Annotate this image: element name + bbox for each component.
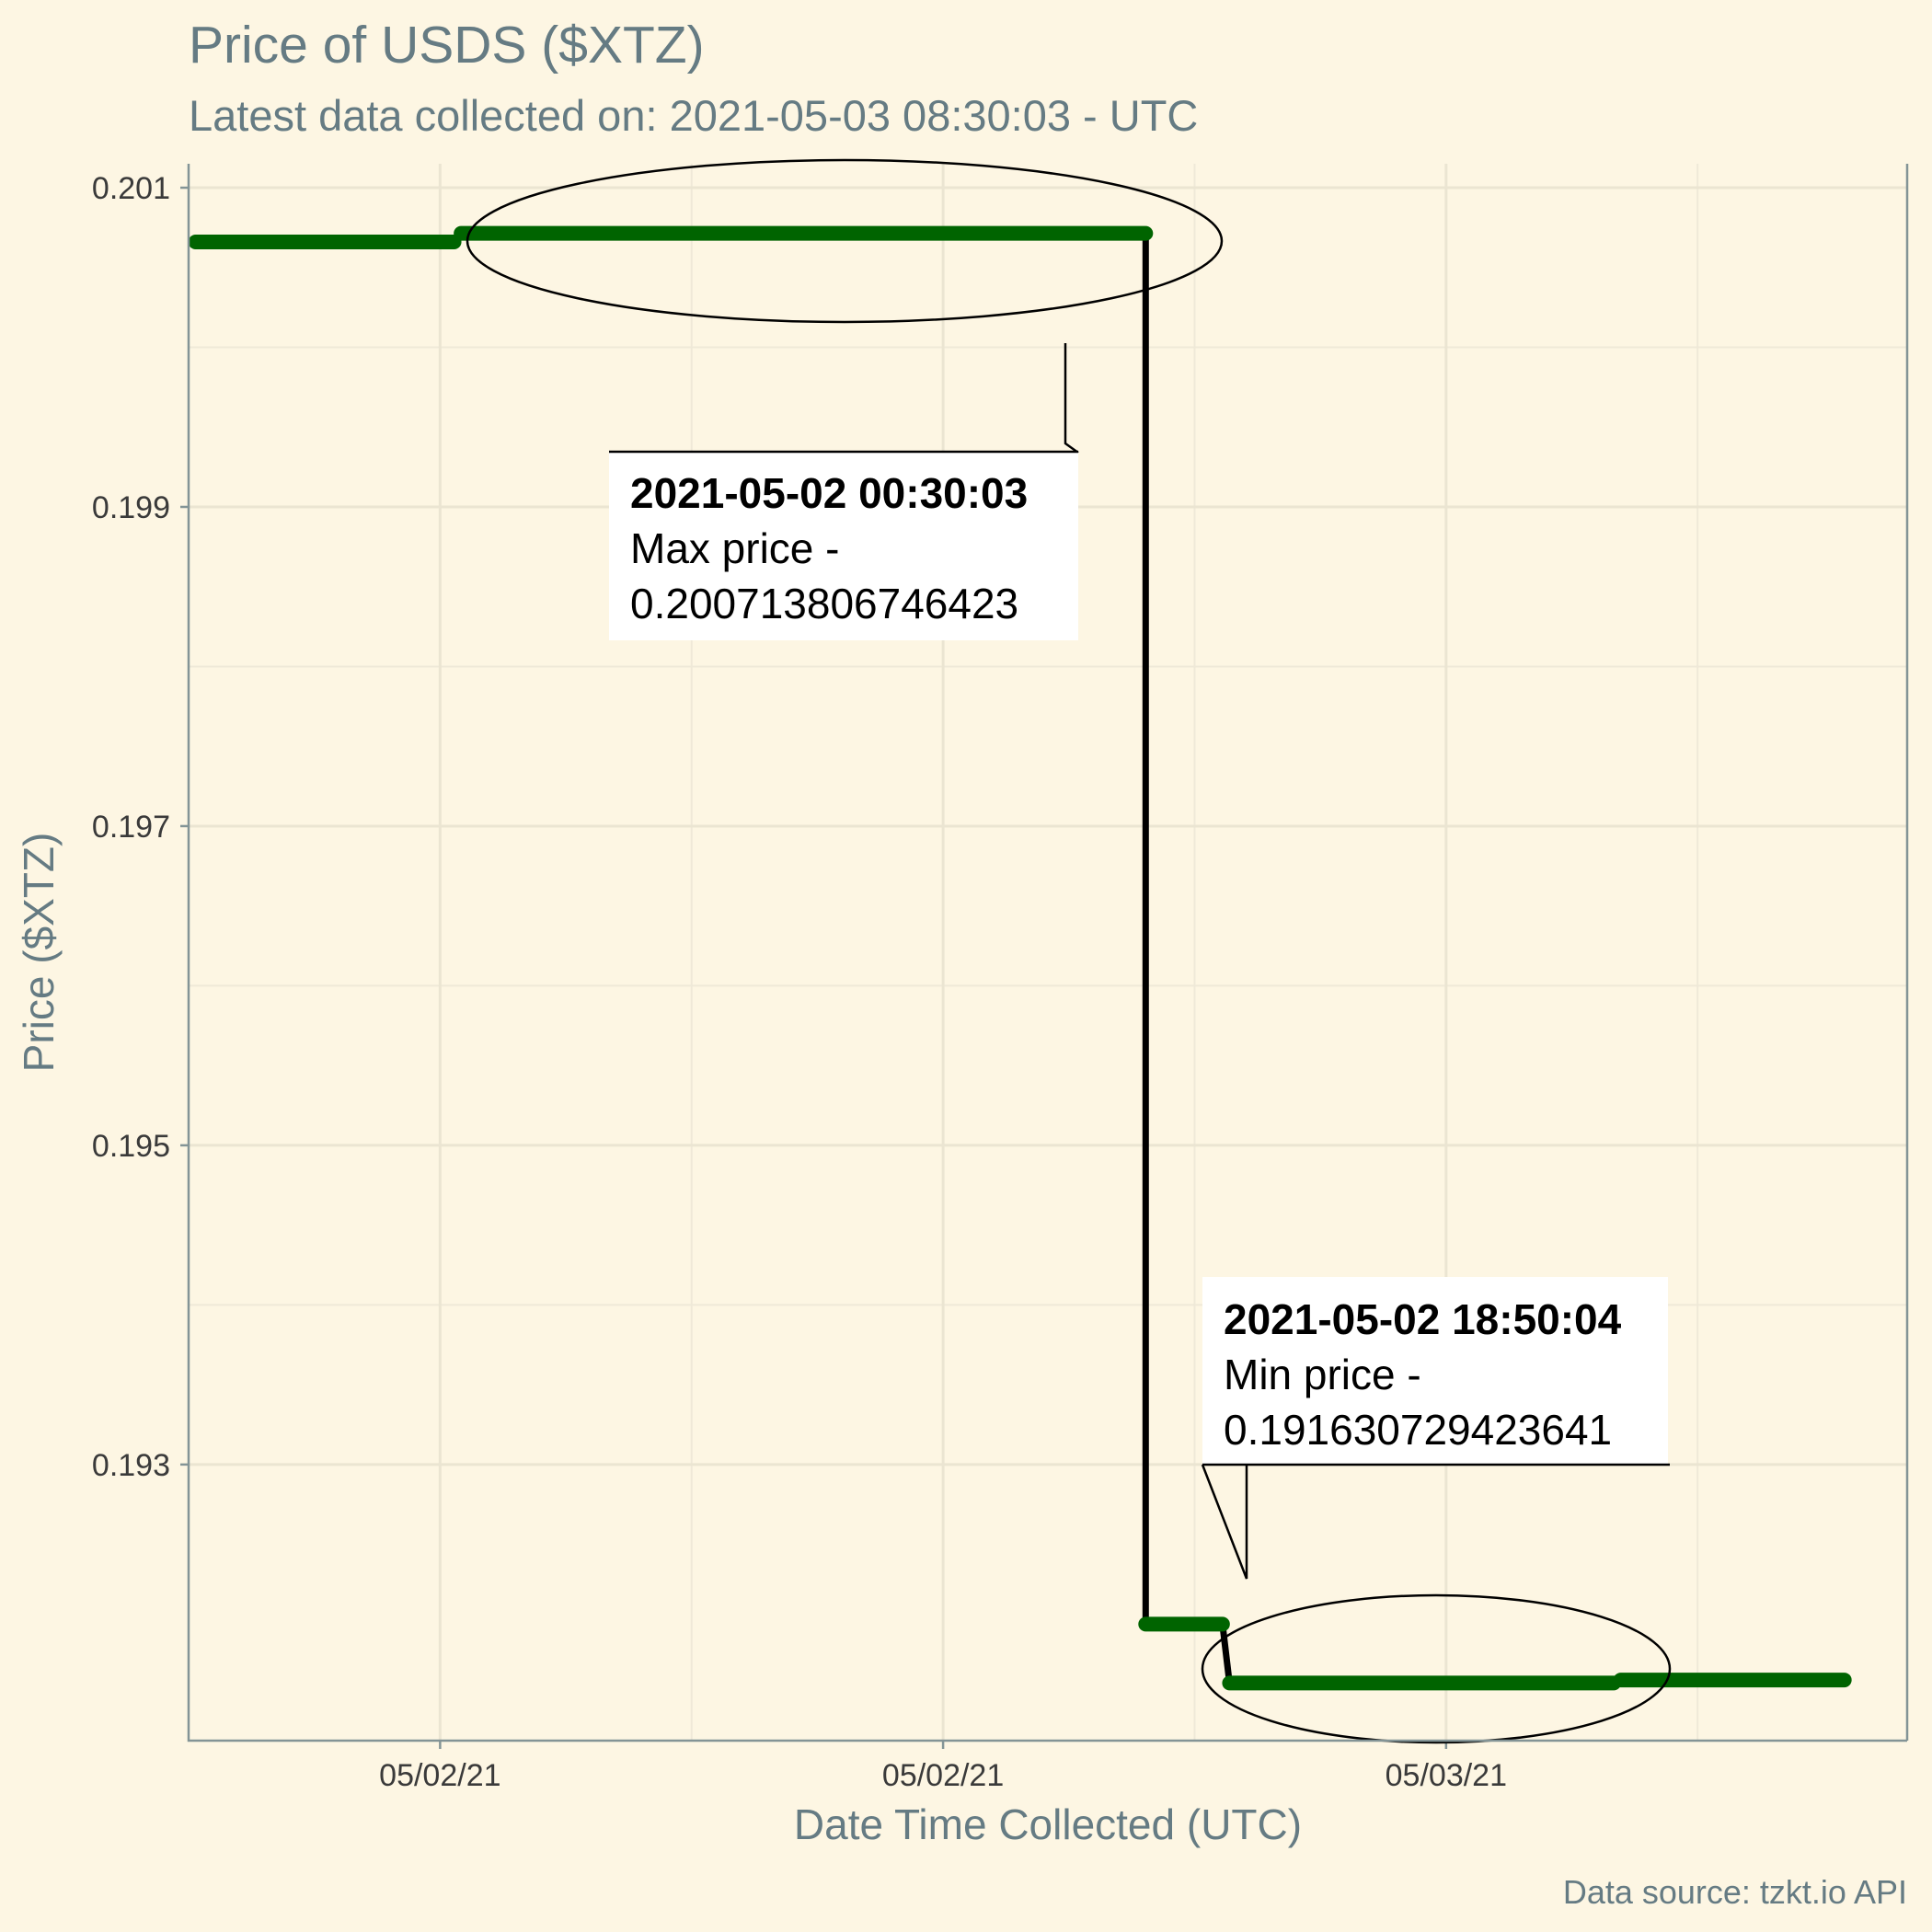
chart-title: Price of USDS ($XTZ) (189, 16, 705, 75)
max-price-ellipse (466, 158, 1224, 324)
max-price-label-box (609, 451, 1078, 640)
chart-subtitle: Latest data collected on: 2021-05-03 08:… (189, 91, 1198, 140)
y-tick-label: 0.193 (92, 1448, 170, 1483)
y-axis-ticks: 0.193 0.195 0.197 0.199 0.201 (92, 171, 189, 1483)
y-tick-label: 0.199 (92, 490, 170, 525)
max-price-label: Max price - (630, 524, 839, 572)
max-price-value: 0.200713806746423 (630, 580, 1018, 627)
x-tick-label: 05/02/21 (882, 1758, 1004, 1793)
min-price-ellipse (1201, 1593, 1672, 1744)
min-price-leader (1201, 1464, 1248, 1580)
y-tick-label: 0.201 (92, 171, 170, 206)
x-axis-title: Date Time Collected (UTC) (794, 1800, 1302, 1848)
y-tick-label: 0.195 (92, 1129, 170, 1164)
caption: Data source: tzkt.io API (1563, 1873, 1907, 1911)
min-price-value: 0.191630729423641 (1224, 1406, 1612, 1454)
y-axis-title: Price ($XTZ) (15, 833, 63, 1073)
x-tick-label: 05/03/21 (1386, 1758, 1507, 1793)
annotations-layer: 2021-05-02 00:30:03 Max price - 0.200713… (466, 158, 1672, 1744)
min-price-label-box (1202, 1277, 1668, 1465)
x-tick-label: 05/02/21 (379, 1758, 500, 1793)
axis-lines (187, 164, 1907, 1742)
series-layer (188, 225, 1852, 1691)
max-price-leader (1064, 343, 1079, 454)
grid-major (189, 164, 1907, 1741)
min-price-date: 2021-05-02 18:50:04 (1224, 1295, 1622, 1343)
max-price-date: 2021-05-02 00:30:03 (630, 469, 1028, 517)
x-axis-ticks: 05/02/21 05/02/21 05/03/21 (379, 1741, 1507, 1793)
min-price-label: Min price - (1224, 1351, 1421, 1398)
y-tick-label: 0.197 (92, 810, 170, 845)
